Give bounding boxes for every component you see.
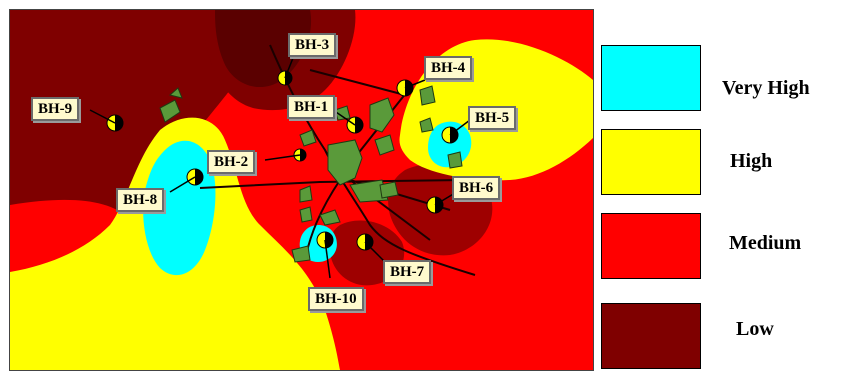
zonation-map: BH-1 BH-2 BH-3 BH-4 BH-5 BH-6 BH-7 BH-8 … — [9, 9, 594, 371]
legend-swatch-very-high — [601, 45, 701, 111]
zone-low-northwest — [10, 10, 270, 218]
borehole-marker-bh10[interactable] — [316, 231, 334, 249]
borehole-label-bh10: BH-10 — [308, 287, 364, 311]
label-leaders — [89, 52, 471, 279]
legend-swatch-medium — [601, 213, 701, 279]
settlement-areas — [159, 85, 463, 263]
legend-label-high: High — [730, 150, 773, 172]
borehole-label-bh9: BH-9 — [31, 97, 80, 121]
legend-label-medium: Medium — [729, 232, 802, 254]
borehole-label-bh8: BH-8 — [116, 188, 165, 212]
legend-swatch-high — [601, 129, 701, 195]
legend-label-low: Low — [736, 318, 774, 340]
legend-label-very-high: Very High — [722, 77, 810, 99]
borehole-label-bh5: BH-5 — [468, 106, 517, 130]
borehole-label-bh3: BH-3 — [288, 33, 337, 57]
borehole-label-bh6: BH-6 — [452, 176, 501, 200]
borehole-label-bh1: BH-1 — [287, 95, 336, 119]
borehole-label-bh7: BH-7 — [383, 260, 432, 284]
borehole-marker-bh1[interactable] — [346, 116, 364, 134]
borehole-label-bh2: BH-2 — [207, 150, 256, 174]
map-canvas — [10, 10, 593, 370]
zone-low-north-core — [215, 10, 312, 88]
legend-swatch-low — [601, 303, 701, 369]
borehole-label-bh4: BH-4 — [424, 56, 473, 80]
